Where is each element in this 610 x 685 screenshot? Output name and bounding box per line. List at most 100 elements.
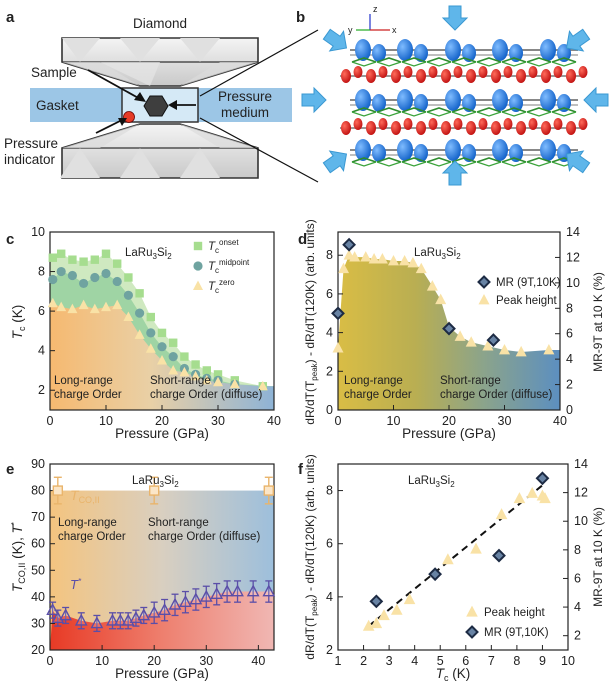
midpoint-point xyxy=(56,266,66,277)
la-atom xyxy=(462,144,476,162)
y-tick-label: 0 xyxy=(326,403,333,417)
ru-atom xyxy=(378,118,388,130)
si-bond xyxy=(426,61,452,67)
la-atom xyxy=(540,89,556,111)
pressure-arrow-shape xyxy=(301,86,327,114)
legend-zero-marker xyxy=(193,280,203,290)
y2-tick-label: 12 xyxy=(566,250,580,264)
ru-atom xyxy=(466,121,476,135)
ru-atom xyxy=(466,69,476,83)
tstar-point xyxy=(262,584,276,597)
x-tick-label: 30 xyxy=(211,414,225,428)
legend-onset: Tconset xyxy=(208,238,239,255)
peak-height-point xyxy=(349,251,361,262)
si-bond xyxy=(426,107,452,113)
y2-tick-label: 2 xyxy=(566,378,573,392)
zero-point xyxy=(89,303,100,314)
y-tick-label: 4 xyxy=(326,326,333,340)
si-bond xyxy=(526,111,552,117)
sample-crystal xyxy=(143,95,169,117)
la-atom xyxy=(355,89,371,111)
annotation-short-range-2: charge Order (diffuse) xyxy=(150,389,262,401)
la-atom xyxy=(462,44,476,62)
x-tick-label: 20 xyxy=(442,414,456,428)
annotation-short-range-2: charge Order (diffuse) xyxy=(440,389,552,401)
midpoint-point xyxy=(146,328,156,338)
panel-b-crystal-structure: b z y x xyxy=(296,4,609,186)
ru-atom xyxy=(341,121,351,135)
tstar-point xyxy=(106,613,119,626)
la-atom xyxy=(492,89,508,111)
ru-atom xyxy=(491,69,501,83)
la-atom xyxy=(397,89,413,111)
ru-atom xyxy=(478,66,488,78)
y-axis-label: Tc (K) xyxy=(10,305,27,340)
peak-height-point xyxy=(465,336,477,347)
pressure-arrow xyxy=(565,150,591,174)
panel-label-a: a xyxy=(6,9,15,26)
x-tick-label: 8 xyxy=(513,654,520,668)
tco-point xyxy=(263,485,274,496)
si-bond xyxy=(426,111,452,117)
onset-point xyxy=(169,338,178,347)
x-tick-label: 0 xyxy=(335,414,342,428)
peak-height-point xyxy=(378,609,390,621)
peak-height-point xyxy=(426,280,438,291)
si-bond xyxy=(476,111,502,117)
tstar-point xyxy=(246,584,260,597)
x-tick-label: 10 xyxy=(387,414,401,428)
annotation-short-range-2: charge Order (diffuse) xyxy=(148,531,260,543)
ru-atom xyxy=(353,66,363,78)
si-bond xyxy=(401,57,427,63)
axis-x-label: x xyxy=(392,25,397,35)
annotation-short-range-1: Short-range xyxy=(150,375,211,387)
pressure-arrow xyxy=(583,86,609,114)
pressure-arrow-shape xyxy=(565,150,591,174)
onset-point xyxy=(157,328,167,338)
zero-point xyxy=(123,311,134,322)
legend-midpoint: Tcmidpoint xyxy=(208,258,250,275)
diamond-label: Diamond xyxy=(133,16,187,31)
x-axis-label: Pressure (GPa) xyxy=(115,666,209,681)
ru-atom xyxy=(378,66,388,78)
midpoint-point xyxy=(168,352,178,362)
peak-height-point xyxy=(495,508,508,520)
y-tick-label: 70 xyxy=(31,510,45,524)
onset-point xyxy=(191,360,200,369)
tstar-point xyxy=(179,594,192,608)
peak-height-point xyxy=(403,593,416,605)
peak-height-point xyxy=(388,254,399,266)
zero-point xyxy=(213,376,223,387)
panel-e-tco-vs-pressure: e 0 10 20 30 40 20 30 40 50 60 70 80 90 TCO,II T* LaRu3S… xyxy=(6,457,276,681)
y2-tick-label: 8 xyxy=(574,543,581,557)
ru-atom xyxy=(416,69,426,83)
x-tick-label: 10 xyxy=(95,654,109,668)
si-bond xyxy=(401,107,427,113)
si-bond xyxy=(376,111,402,117)
pressure-arrow xyxy=(565,28,591,52)
y-tick-label: 30 xyxy=(31,616,45,630)
la-atom xyxy=(540,139,556,161)
la-atom xyxy=(372,144,386,162)
zero-point xyxy=(47,297,58,308)
legend-peak: Peak height xyxy=(496,295,558,307)
y-axis-label: TCO,II (K), T* xyxy=(10,522,27,592)
tstar-point xyxy=(113,613,127,626)
la-atom xyxy=(492,139,508,161)
annotation-long-range-1: Long-range xyxy=(58,517,117,529)
legend-peak-marker xyxy=(478,293,490,305)
zero-point xyxy=(67,303,78,314)
y-tick-label: 80 xyxy=(31,484,45,498)
ru-atom xyxy=(566,69,576,83)
si-bond xyxy=(376,157,402,163)
peak-height-point xyxy=(435,293,447,305)
tstar-point xyxy=(158,602,171,616)
onset-point xyxy=(124,273,133,282)
plot-frame xyxy=(337,463,569,651)
ru-atom xyxy=(528,118,538,130)
legend-peak-marker xyxy=(466,605,478,617)
x-tick-label: 7 xyxy=(488,654,495,668)
si-bond xyxy=(351,61,377,67)
ru-atom xyxy=(541,69,551,83)
